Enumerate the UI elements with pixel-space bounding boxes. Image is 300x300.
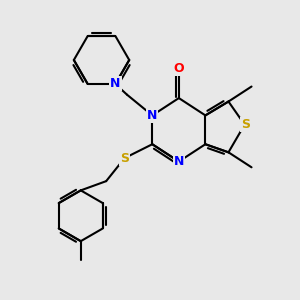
Text: N: N [147,109,158,122]
Text: S: S [120,152,129,165]
Text: N: N [174,155,184,168]
Text: N: N [110,77,121,91]
Text: S: S [241,118,250,131]
Text: O: O [173,61,184,75]
